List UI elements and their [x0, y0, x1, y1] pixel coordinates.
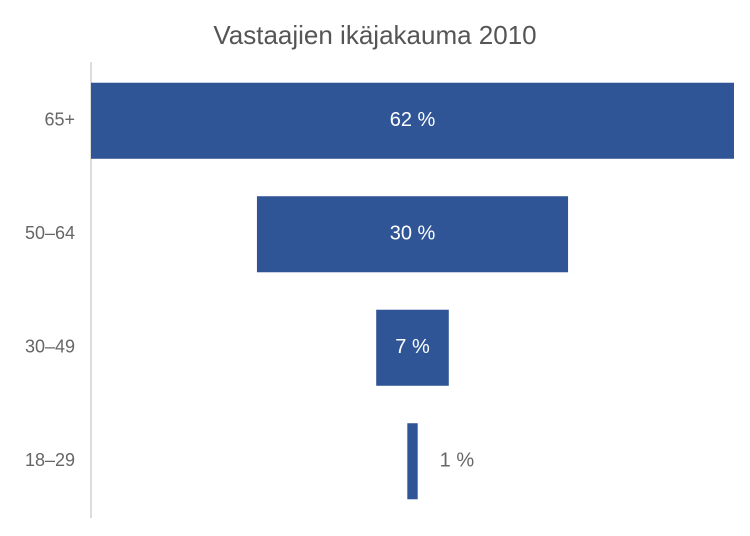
- data-label: 7 %: [395, 336, 430, 358]
- bar: [407, 423, 418, 500]
- category-label: 65+: [44, 110, 75, 130]
- data-label: 1 %: [440, 450, 475, 472]
- chart-title: Vastaajien ikäjakauma 2010: [213, 20, 536, 50]
- category-label: 30–49: [25, 337, 75, 357]
- category-label: 50–64: [25, 223, 75, 243]
- bar: [91, 82, 734, 159]
- bar: [256, 196, 569, 273]
- data-label: 62 %: [390, 109, 436, 131]
- data-label: 30 %: [390, 223, 436, 245]
- bar: [376, 309, 449, 386]
- category-label: 18–29: [25, 450, 75, 470]
